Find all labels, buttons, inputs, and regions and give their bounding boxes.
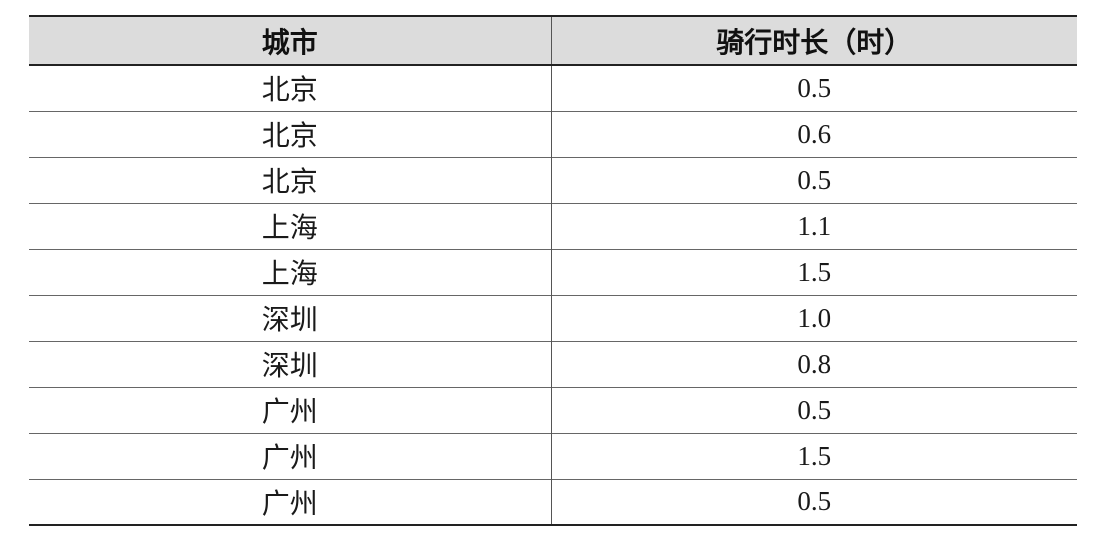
cell-duration: 0.6: [797, 118, 832, 149]
cell-city: 北京: [29, 65, 552, 111]
table-header: 城市 骑行时长（时）: [29, 16, 1077, 65]
header-city: 城市: [29, 16, 552, 65]
cell-duration: 0.5: [797, 164, 832, 195]
cell-duration: 1.5: [797, 256, 832, 287]
header-row: 城市 骑行时长（时）: [29, 16, 1077, 65]
table-row: 上海 1.1: [29, 203, 1077, 249]
cell-city: 深圳: [29, 341, 552, 387]
cell-duration: 1.5: [797, 440, 832, 471]
table-row: 深圳 0.8: [29, 341, 1077, 387]
riding-duration-table: 城市 骑行时长（时） 北京 0.5 北京 0.6 北京 0.5 上海 1.1 上: [29, 15, 1077, 526]
table-row: 北京 0.5: [29, 157, 1077, 203]
table-row: 北京 0.6: [29, 111, 1077, 157]
table-row: 深圳 1.0: [29, 295, 1077, 341]
table-row: 广州 1.5: [29, 433, 1077, 479]
cell-city: 上海: [29, 203, 552, 249]
cell-duration: 0.5: [797, 394, 832, 425]
table-row: 北京 0.5: [29, 65, 1077, 111]
header-duration: 骑行时长（时）: [716, 25, 913, 59]
cell-city: 上海: [29, 249, 552, 295]
cell-city: 广州: [29, 387, 552, 433]
table-row: 上海 1.5: [29, 249, 1077, 295]
cell-duration: 0.5: [797, 486, 832, 517]
cell-city: 深圳: [29, 295, 552, 341]
table-row: 广州 0.5: [29, 479, 1077, 525]
cell-duration: 0.8: [797, 348, 832, 379]
cell-city: 北京: [29, 111, 552, 157]
cell-city: 北京: [29, 157, 552, 203]
table-body: 北京 0.5 北京 0.6 北京 0.5 上海 1.1 上海 1.5 深圳 1.…: [29, 65, 1077, 525]
table-row: 广州 0.5: [29, 387, 1077, 433]
cell-city: 广州: [29, 479, 552, 525]
cell-city: 广州: [29, 433, 552, 479]
cell-duration: 1.1: [797, 210, 832, 241]
cell-duration: 1.0: [797, 302, 832, 333]
cell-duration: 0.5: [797, 72, 832, 103]
